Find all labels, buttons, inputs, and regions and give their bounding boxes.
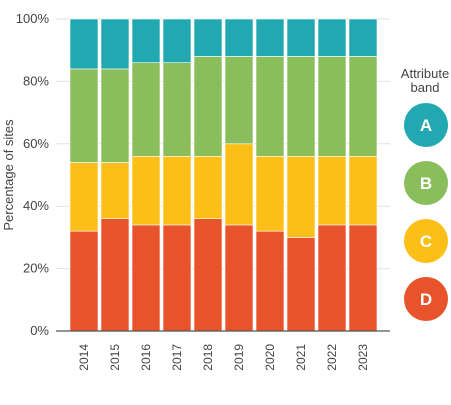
bar-segment-A-2018	[193, 18, 223, 57]
x-tick-label: 2023	[356, 344, 370, 371]
bar-segment-B-2021	[286, 56, 316, 157]
bar-segment-A-2020	[255, 18, 285, 57]
x-tick-label: 2020	[263, 344, 277, 371]
bar-segment-B-2015	[100, 68, 130, 163]
legend-swatch-D	[404, 277, 448, 321]
bar-segment-C-2022	[317, 155, 347, 226]
bar-segment-D-2018	[193, 218, 223, 332]
bar-segment-B-2019	[224, 56, 254, 145]
bar-segment-A-2014	[69, 18, 99, 70]
legend-label-A: A	[420, 116, 432, 135]
y-tick-label: 60%	[23, 136, 49, 151]
bar-segment-D-2023	[348, 224, 378, 332]
legend-label-D: D	[420, 290, 432, 309]
bar-segment-D-2019	[224, 224, 254, 332]
bar-segment-C-2016	[131, 155, 161, 226]
bar-segment-A-2017	[162, 18, 192, 63]
y-tick-label: 20%	[23, 261, 49, 276]
bar-segment-A-2016	[131, 18, 161, 63]
x-tick-label: 2015	[108, 344, 122, 371]
bar-segment-B-2018	[193, 56, 223, 157]
bar-segment-B-2014	[69, 68, 99, 163]
bars	[69, 18, 378, 332]
x-tick-label: 2014	[77, 344, 91, 371]
legend: Attribute band A B C D	[401, 66, 449, 321]
legend-label-B: B	[420, 174, 432, 193]
bar-segment-D-2014	[69, 230, 99, 332]
bar-segment-B-2022	[317, 56, 347, 157]
bar-segment-C-2015	[100, 162, 130, 219]
legend-swatch-C	[404, 219, 448, 263]
legend-swatch-A	[404, 103, 448, 147]
y-tick-label: 100%	[16, 11, 50, 26]
bar-segment-A-2019	[224, 18, 254, 57]
x-tick-label: 2022	[325, 344, 339, 371]
x-tick-label: 2018	[201, 344, 215, 371]
y-tick-label: 0%	[30, 323, 49, 338]
y-axis-title: Percentage of sites	[1, 119, 16, 231]
bar-segment-D-2016	[131, 224, 161, 332]
bar-segment-D-2017	[162, 224, 192, 332]
y-tick-label: 40%	[23, 198, 49, 213]
bar-segment-B-2023	[348, 56, 378, 157]
bar-segment-C-2014	[69, 162, 99, 232]
bar-segment-C-2018	[193, 155, 223, 219]
x-tick-label: 2019	[232, 344, 246, 371]
bar-segment-A-2015	[100, 18, 130, 70]
bar-segment-A-2021	[286, 18, 316, 57]
legend-label-C: C	[420, 232, 432, 251]
bar-segment-D-2022	[317, 224, 347, 332]
y-tick-label: 80%	[23, 73, 49, 88]
bar-segment-B-2017	[162, 62, 192, 157]
bar-segment-B-2016	[131, 62, 161, 157]
legend-swatch-B	[404, 161, 448, 205]
x-tick-label: 2016	[139, 344, 153, 371]
legend-title-line2: band	[411, 80, 440, 95]
bar-segment-A-2022	[317, 18, 347, 57]
bar-segment-C-2020	[255, 155, 285, 232]
legend-title-line1: Attribute	[401, 66, 449, 81]
bar-segment-B-2020	[255, 56, 285, 157]
axes: 0% 20% 40% 60% 80% 100% 2014 2015 2016 2017 2018 20…	[16, 11, 390, 371]
bar-segment-D-2021	[286, 237, 316, 332]
bar-segment-C-2017	[162, 155, 192, 226]
bar-segment-D-2015	[100, 218, 130, 332]
bar-segment-A-2023	[348, 18, 378, 57]
bar-segment-D-2020	[255, 230, 285, 332]
x-tick-label: 2021	[294, 344, 308, 371]
x-tick-label: 2017	[170, 344, 184, 371]
bar-segment-C-2019	[224, 143, 254, 226]
bar-segment-C-2023	[348, 155, 378, 226]
bar-segment-C-2021	[286, 155, 316, 238]
